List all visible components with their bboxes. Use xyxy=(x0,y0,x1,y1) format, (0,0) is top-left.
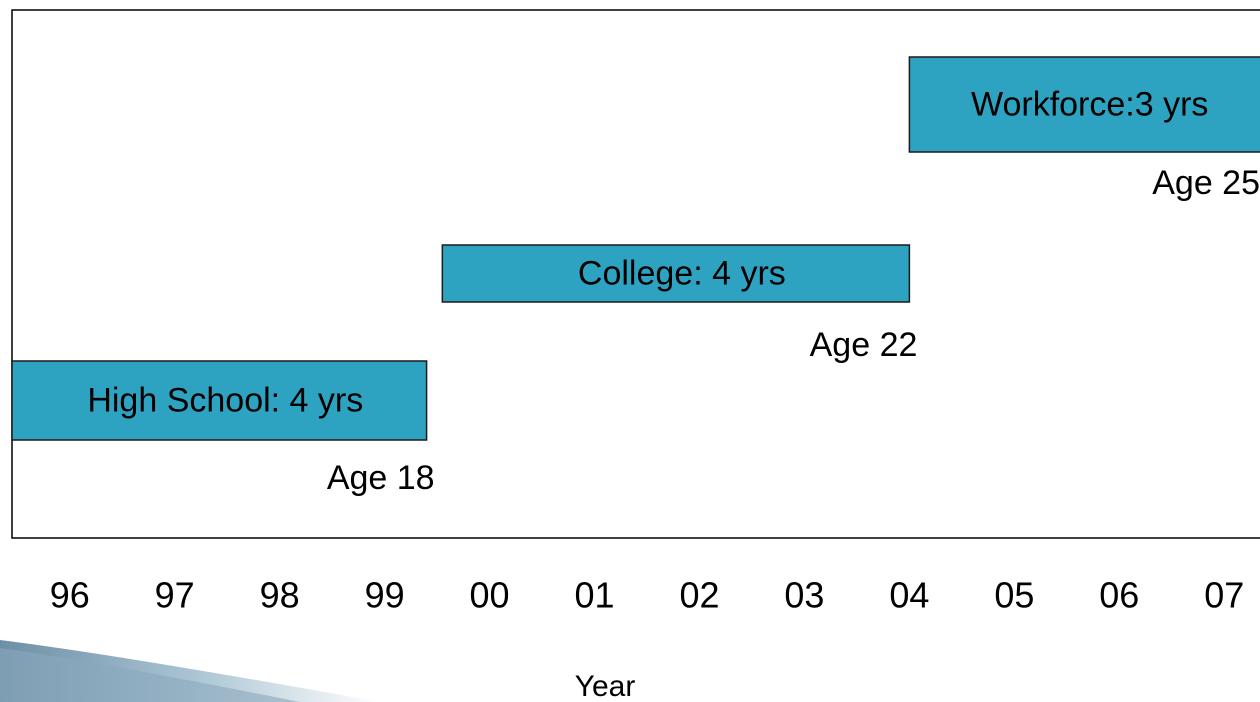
timeline-bar xyxy=(11,360,428,441)
plot-frame xyxy=(11,9,1260,539)
decoration-swoosh-inner xyxy=(0,648,300,702)
bar-label: Workforce:3 yrs xyxy=(971,85,1208,123)
x-axis-label: Year xyxy=(575,670,636,702)
x-tick-label: 96 xyxy=(50,575,90,616)
x-tick-label: 02 xyxy=(679,575,719,616)
bar-label: High School: 4 yrs xyxy=(87,381,363,419)
x-tick-label: 98 xyxy=(260,575,300,616)
x-tick-label: 06 xyxy=(1099,575,1139,616)
timeline-bar xyxy=(908,56,1260,153)
bar-label: College: 4 yrs xyxy=(578,254,786,292)
age-note: Age 18 xyxy=(327,459,435,497)
x-tick-label: 99 xyxy=(365,575,405,616)
age-note: Age 22 xyxy=(810,326,918,364)
age-note: Age 25 xyxy=(1152,164,1260,202)
x-tick-label: 97 xyxy=(155,575,195,616)
x-tick-label: 04 xyxy=(889,575,929,616)
x-tick-label: 00 xyxy=(470,575,510,616)
x-tick-label: 03 xyxy=(784,575,824,616)
x-tick-label: 07 xyxy=(1204,575,1244,616)
timeline-bar xyxy=(441,244,911,303)
x-tick-label: 05 xyxy=(994,575,1034,616)
x-tick-label: 01 xyxy=(574,575,614,616)
